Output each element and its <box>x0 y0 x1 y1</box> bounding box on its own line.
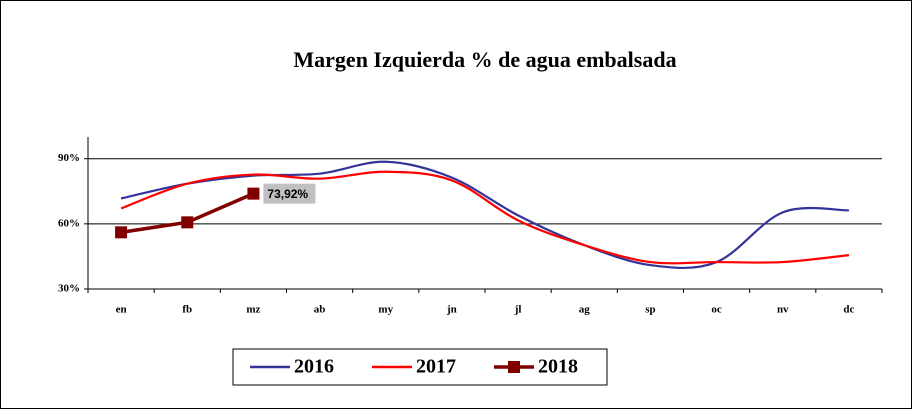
x-tick-label: sp <box>645 304 655 316</box>
x-tick-label: nv <box>777 304 789 316</box>
x-tick-label: en <box>116 304 127 316</box>
legend-label: 2018 <box>538 356 578 378</box>
legend-box <box>232 348 608 386</box>
x-tick-label: jn <box>446 304 457 316</box>
marker <box>181 216 194 229</box>
legend-marker <box>508 361 520 373</box>
x-tick-label: my <box>378 304 393 316</box>
x-tick-label: mz <box>246 304 260 316</box>
legend-label: 2017 <box>416 356 456 378</box>
x-tick-label: jl <box>514 304 522 316</box>
marker <box>247 187 260 200</box>
x-tick-label: dc <box>843 304 854 316</box>
series-line <box>120 170 850 265</box>
data-label-bg <box>263 183 316 204</box>
marker <box>115 226 128 239</box>
x-tick-label: oc <box>711 304 722 316</box>
legend-label: 2016 <box>294 356 334 378</box>
data-label: 73,92% <box>267 187 308 201</box>
x-tick-label: fb <box>182 304 192 316</box>
series-line <box>120 160 849 270</box>
x-tick-label: ab <box>314 304 326 316</box>
y-tick-label: 90% <box>58 152 80 164</box>
x-tick-label: ag <box>579 304 591 316</box>
y-tick-label: 60% <box>58 217 80 229</box>
chart-title: Margen Izquierda % de agua embalsada <box>293 47 676 72</box>
y-tick-label: 30% <box>58 283 80 295</box>
